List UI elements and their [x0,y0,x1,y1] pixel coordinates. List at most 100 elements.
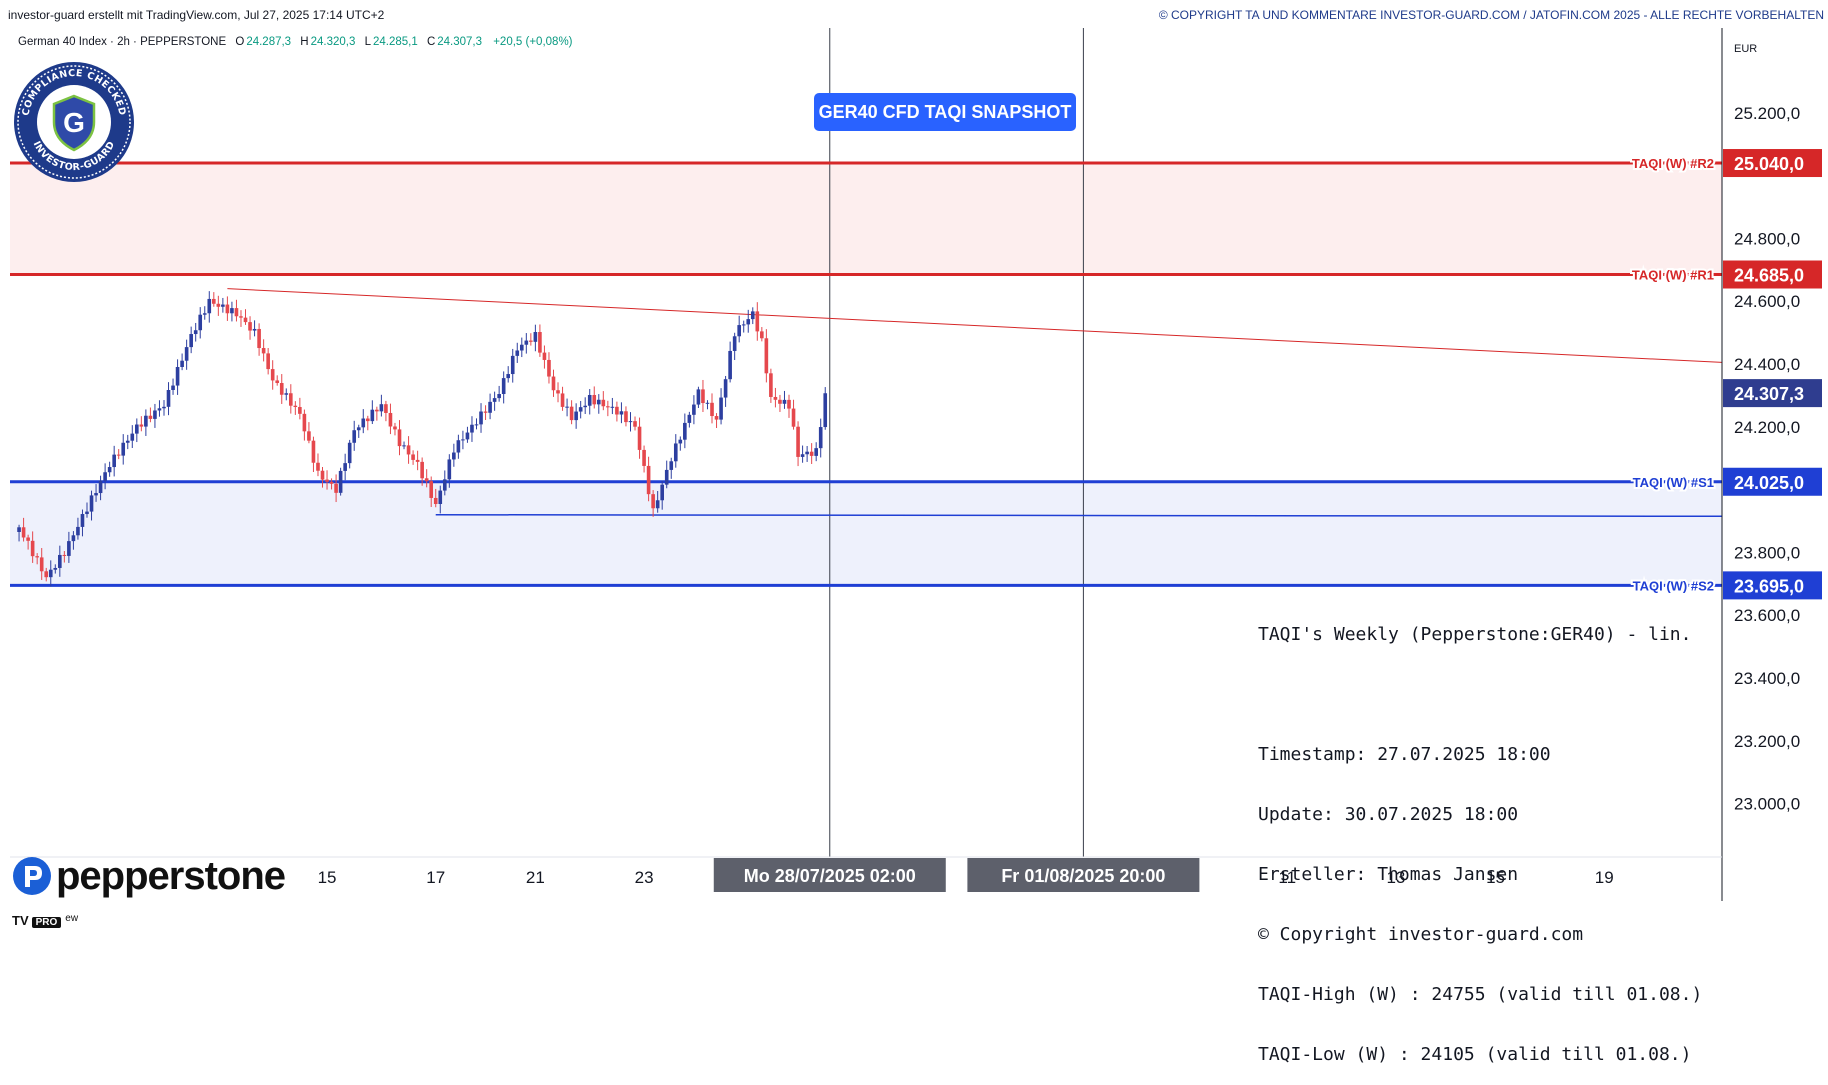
y-tick-label: 24.400,0 [1734,355,1800,374]
candle-body [592,394,597,405]
candle [21,517,26,542]
candle [125,434,130,450]
candle [737,315,741,343]
candle-body [180,360,184,367]
candle [823,387,828,430]
candle [384,400,388,422]
level-label: TAQI (W) #R1 [1632,268,1714,283]
candle [755,302,760,341]
candle-body [701,389,705,404]
candle [116,449,121,460]
candle-body [270,369,275,381]
tradingview-mark: TV PRO ew [12,913,78,928]
candle [379,394,384,417]
price-chart[interactable]: TAQI (W) #R2 TAQI (W) #R1 TAQI (W) #S1 TAQI… [0,0,1828,937]
candle-body [551,376,556,391]
candle [148,407,153,423]
candle [144,409,148,436]
candle-body [529,340,533,342]
candle [370,400,375,425]
candle-body [103,472,107,481]
candle-body [211,298,216,304]
y-tick-label: 24.800,0 [1734,229,1800,248]
candle-body [193,330,198,335]
candle [719,388,723,425]
candle [619,402,624,424]
candle-body [760,331,764,339]
x-tick-label: 15 [1486,868,1505,887]
low-label: L [364,36,371,48]
candle-body [719,397,723,420]
x-tick-label: 19 [1595,868,1614,887]
y-tick-label: 24.200,0 [1734,418,1800,437]
candle [343,453,347,481]
x-tick-label: 21 [526,868,545,887]
candle [465,426,470,443]
candle [62,551,67,563]
candle-body [778,399,782,404]
candle-body [501,378,506,395]
candle [818,418,823,458]
candle [732,332,737,361]
time-marker-label: Fr 01/08/2025 20:00 [1001,866,1165,886]
candle [433,488,438,508]
candle [424,469,429,488]
candle-body [547,359,551,377]
candle [334,474,338,503]
candle [519,337,524,358]
candle [347,439,352,469]
candle [248,316,252,340]
candle-body [21,527,26,538]
axes-layer: EUR 25.200,0 24.800,0 24.600,0 24.400,0 24.20… [10,28,1822,901]
candle [80,509,85,537]
candle [769,368,773,403]
candle [58,545,62,577]
candle-body [288,393,293,406]
candle [569,400,574,425]
candle [221,297,225,313]
candle-body [596,399,601,405]
candle-body [470,424,474,433]
candle [365,415,370,431]
level-label: TAQI (W) #S2 [1633,578,1714,593]
candle-body [329,481,334,484]
candle [596,394,601,414]
time-marker-box [967,858,1200,892]
candle [316,453,320,477]
candle [393,422,397,436]
candle [773,387,778,408]
time-marker-box [713,858,946,892]
candle-body [35,556,39,558]
candles-layer [17,291,828,587]
support-trendline [435,513,1723,518]
candle [452,443,456,467]
info-line: Timestamp: 27.07.2025 18:00 [1258,744,1551,765]
candle-body [279,383,284,395]
candle-body [298,407,302,414]
candle [211,292,216,307]
candle [98,475,103,501]
candle [683,413,687,449]
candle-body [316,462,320,471]
candle-body [628,421,633,423]
candle [488,393,492,420]
candle [787,394,791,418]
candle [175,359,180,395]
candle-body [53,567,58,570]
level-label: TAQI (W) #R2 [1632,156,1714,171]
candle-body [818,427,823,449]
candle-body [764,338,769,374]
trendlines-layer [227,288,1723,518]
snapshot-badge: GER40 CFD TAQI SNAPSHOT [814,93,1076,131]
candle-body [578,407,583,412]
pepperstone-logo-icon [13,857,51,895]
candle-body [162,406,166,409]
candle [606,400,610,417]
candle [723,375,728,407]
candle [361,409,366,434]
candle [130,425,135,448]
candle [270,360,275,390]
open-label: O [235,36,245,48]
candle [651,490,655,517]
candle [461,430,465,450]
